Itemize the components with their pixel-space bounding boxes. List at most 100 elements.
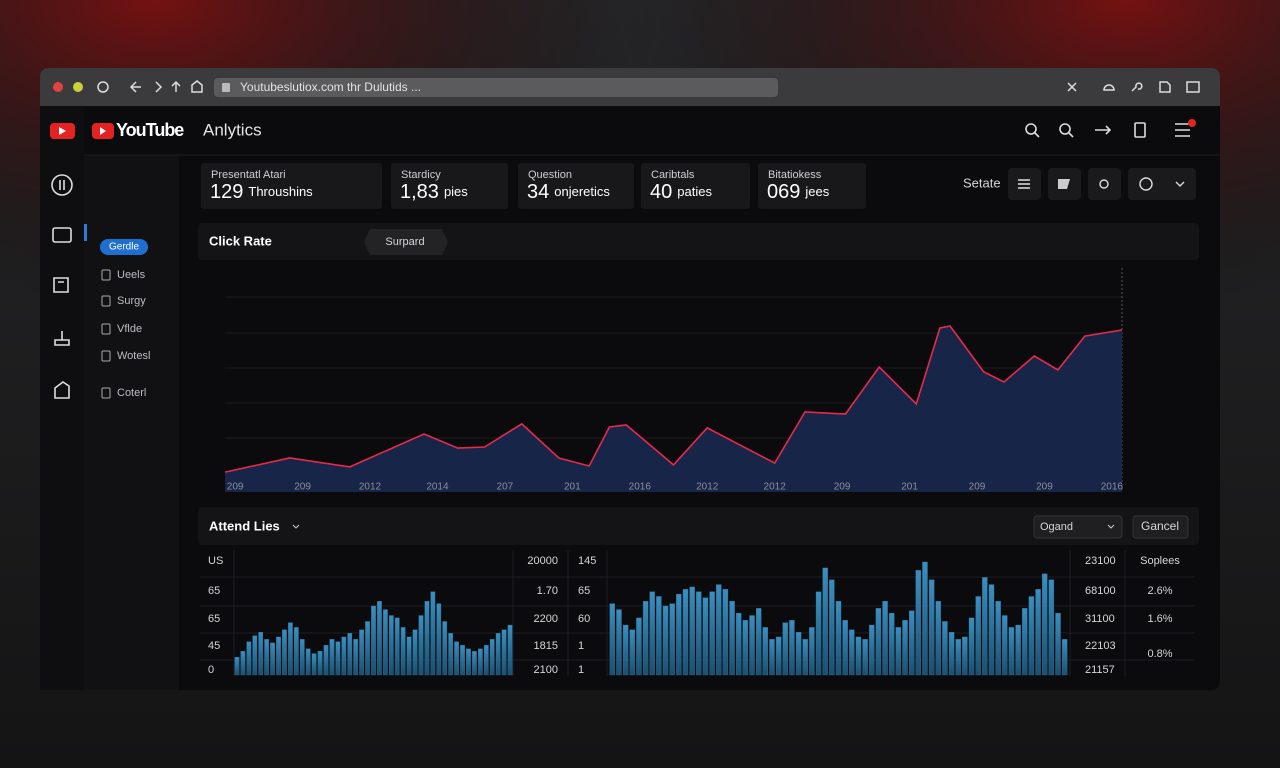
reload[interactable]: [97, 81, 109, 93]
button[interactable]: [1132, 515, 1189, 539]
bar: [323, 645, 329, 676]
stat-unit: jees: [804, 184, 829, 199]
bar: [489, 639, 495, 676]
bar: [629, 629, 635, 676]
bar: [755, 608, 762, 676]
stat-card[interactable]: [758, 163, 866, 209]
nav-icons[interactable]: [129, 80, 203, 93]
menu-item[interactable]: Surgy: [117, 295, 146, 307]
bar: [252, 635, 258, 676]
bar: [968, 617, 975, 676]
rail-icons[interactable]: [51, 174, 73, 399]
x-tick-label: 207: [497, 482, 514, 493]
browser-icons[interactable]: [1067, 81, 1200, 93]
stat-card[interactable]: [518, 163, 634, 209]
bar: [835, 601, 842, 676]
lock-icon: [222, 83, 230, 92]
stat-label: Caribtals: [651, 169, 695, 181]
button-label[interactable]: Surpard: [385, 236, 424, 248]
bar: [365, 621, 370, 676]
x-tick-label: 201: [564, 482, 581, 493]
bar: [483, 645, 489, 676]
bar: [842, 620, 848, 676]
segment-button[interactable]: [364, 229, 448, 255]
menu-item[interactable]: Ueels: [117, 269, 146, 281]
menu-pill[interactable]: [100, 239, 148, 255]
bar: [982, 577, 988, 676]
button-label[interactable]: Gancel: [1141, 519, 1179, 533]
stat-label: Stardicy: [401, 169, 441, 181]
row-label: 1: [578, 640, 584, 652]
menu-icon: [101, 350, 111, 362]
bar: [895, 627, 902, 676]
stat-card[interactable]: [641, 163, 750, 209]
close[interactable]: [53, 82, 63, 92]
stat-label: Bitatiokess: [768, 169, 822, 181]
bar: [305, 648, 311, 676]
bar: [928, 579, 935, 676]
bar: [406, 636, 412, 676]
bar: [656, 596, 662, 676]
bar: [436, 603, 442, 676]
toolbar-buttons[interactable]: [1008, 168, 1196, 200]
bar: [642, 601, 649, 676]
bar: [448, 633, 453, 676]
row-value: 1815: [534, 640, 558, 652]
bar: [702, 597, 709, 676]
bar: [495, 633, 501, 676]
bar: [1042, 573, 1048, 676]
bar: [882, 601, 888, 676]
bar: [736, 612, 742, 676]
bar: [335, 641, 341, 676]
x-tick-label: 2016: [1101, 482, 1124, 493]
row-label: 45: [208, 640, 220, 652]
bar: [282, 629, 287, 676]
row-label: 60: [578, 613, 590, 625]
address-bar[interactable]: [214, 78, 778, 97]
stat-card[interactable]: [201, 163, 382, 209]
bar: [299, 639, 305, 676]
line: [224, 325, 1123, 473]
bar: [962, 636, 968, 676]
menu-item[interactable]: Vflde: [117, 323, 142, 335]
bar: [869, 624, 875, 676]
chevron[interactable]: [1107, 524, 1115, 529]
bar: [662, 605, 669, 676]
bar: [975, 596, 981, 676]
dropdown-label[interactable]: Ogand: [1040, 521, 1073, 533]
bar: [709, 591, 715, 676]
sidebar-menu: Gerdle Ueels Surgy Vflde Wotesl Coterl: [100, 239, 150, 399]
bar: [802, 639, 808, 676]
bar: [1048, 579, 1055, 676]
line-chart: 209 209 2012 2014 207 201 2016 2012 2012 209 201 20…: [224, 325, 1124, 493]
bar: [775, 636, 782, 676]
x-tick-label: 209: [227, 482, 244, 493]
bar: [1035, 589, 1041, 676]
bar: [889, 612, 895, 676]
chevron[interactable]: [292, 524, 300, 529]
bar: [240, 651, 246, 676]
menu-item[interactable]: Coterl: [117, 387, 146, 399]
header-icons[interactable]: [1025, 122, 1190, 138]
bar: [460, 645, 465, 676]
brand[interactable]: YouTube: [116, 120, 185, 140]
bar: [258, 632, 264, 676]
bar: [636, 617, 642, 676]
bar: [234, 657, 240, 676]
stat-number: 069: [767, 181, 800, 203]
menu-item[interactable]: Gerdle: [109, 242, 139, 253]
menu-item[interactable]: Wotesl: [117, 350, 150, 362]
bar: [1061, 639, 1068, 676]
stat-card[interactable]: [391, 163, 508, 209]
dropdown[interactable]: [1033, 515, 1123, 539]
row-value: 22103: [1085, 640, 1116, 652]
stat-label: Question: [528, 169, 572, 181]
bar: [795, 632, 802, 676]
stat-value: 40 paties: [650, 181, 712, 203]
active-indicator: [84, 224, 87, 241]
page-title: Anlytics: [203, 120, 262, 139]
bar: [955, 639, 961, 676]
minimize[interactable]: [73, 82, 83, 92]
